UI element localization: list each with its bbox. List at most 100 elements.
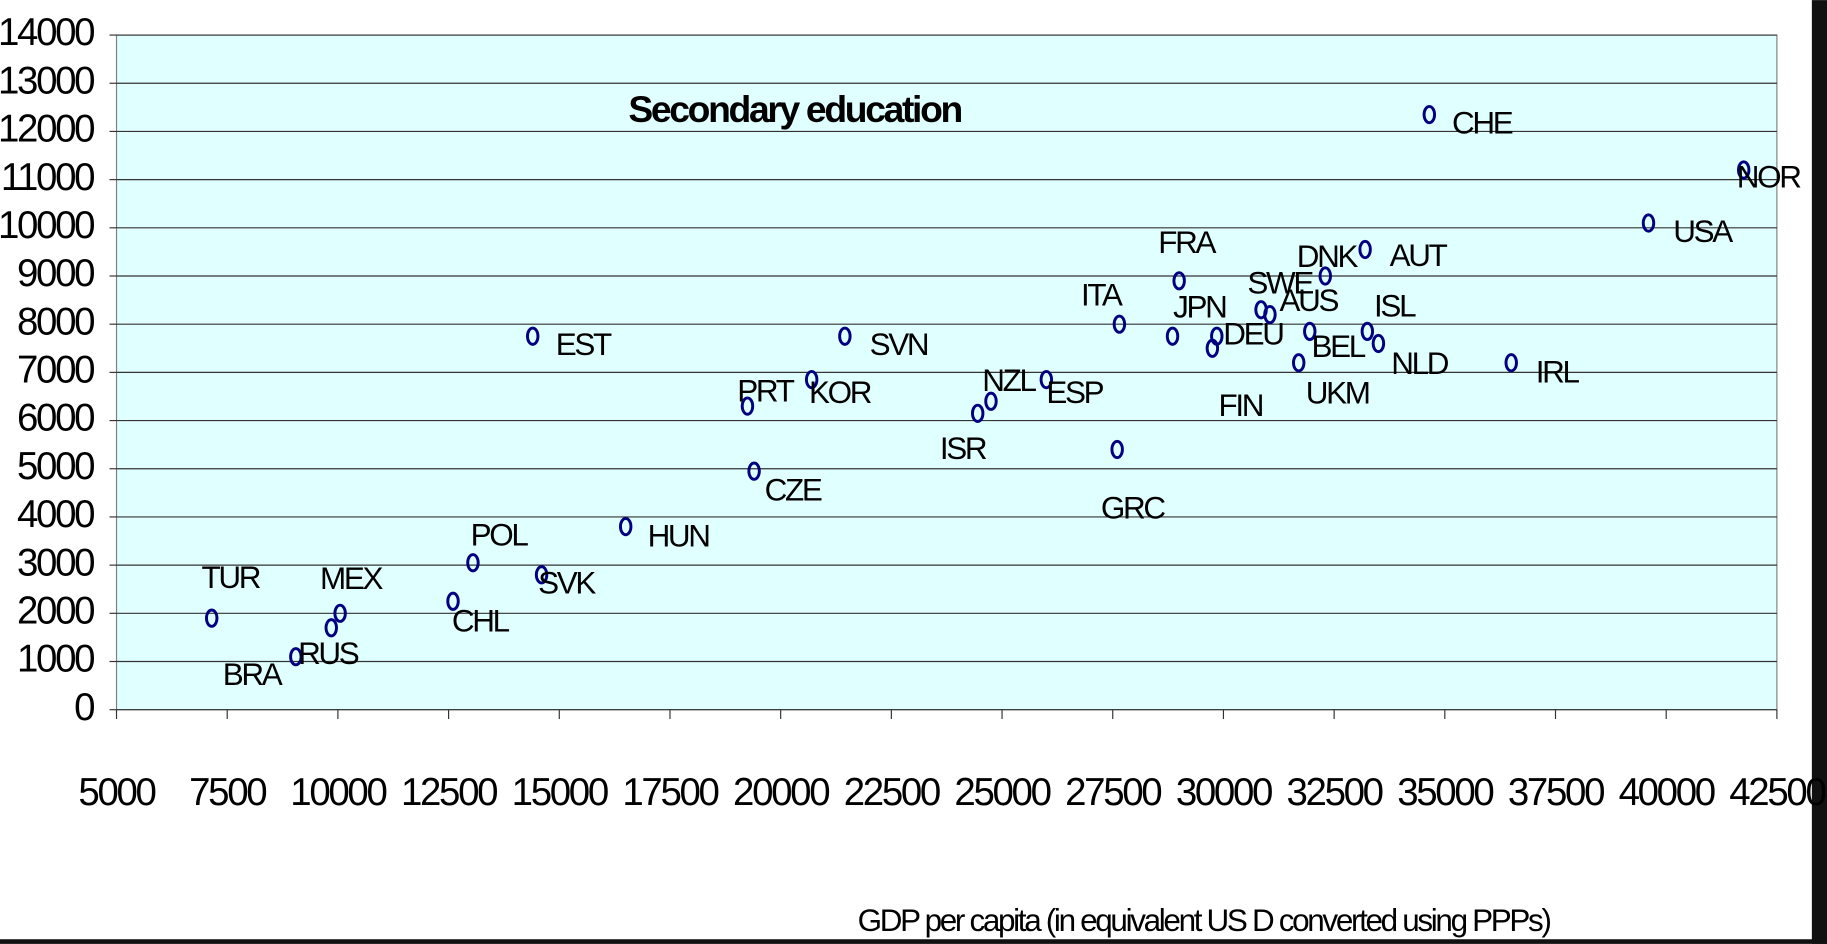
point-label: SWE	[1247, 266, 1313, 301]
point-label: HUN	[648, 519, 710, 554]
point	[1112, 314, 1127, 334]
x-tick-label: 7500	[189, 771, 266, 814]
point-label: BRA	[223, 657, 283, 692]
point-label: NLD	[1391, 346, 1449, 381]
point-label: NZL	[982, 363, 1036, 398]
edge	[0, 939, 1827, 944]
x-tick-label: 25000	[954, 771, 1050, 814]
x-tick-label: 12500	[401, 771, 497, 814]
point-label: FIN	[1219, 388, 1263, 423]
y-tick-label: 2000	[17, 589, 94, 632]
y-tick-label: 13000	[0, 59, 94, 102]
point-label: SVN	[870, 327, 928, 362]
chart-title: Secondary education	[628, 88, 961, 130]
point-label: ISR	[940, 431, 987, 466]
point	[466, 553, 480, 573]
point-label: IRL	[1536, 355, 1580, 390]
point	[1504, 353, 1518, 373]
point-label: ISL	[1374, 288, 1416, 323]
point	[1318, 266, 1332, 286]
point-label: AUT	[1390, 238, 1448, 273]
point-label: RUS	[298, 636, 359, 671]
point	[1303, 321, 1317, 342]
point-label: USA	[1673, 214, 1733, 249]
point-label: MEX	[320, 561, 383, 596]
x-tick-label: 30000	[1176, 771, 1272, 814]
point	[747, 461, 761, 481]
y-tick-label: 14000	[0, 11, 94, 54]
point	[740, 396, 755, 416]
y-tick-label: 0	[74, 686, 94, 729]
point-label: UKM	[1306, 376, 1369, 411]
point	[984, 391, 998, 411]
point	[1172, 271, 1186, 291]
x-tick-label: 35000	[1397, 771, 1493, 814]
point-label: CHL	[452, 604, 510, 639]
point-label: NOR	[1737, 160, 1801, 195]
point	[446, 591, 460, 611]
x-tick-label: 37500	[1508, 771, 1604, 814]
x-tick-label: 42500	[1729, 771, 1825, 814]
y-tick-label: 1000	[17, 638, 94, 681]
x-tick-label: 40000	[1619, 771, 1715, 814]
point	[1360, 321, 1375, 342]
point-label: PRT	[737, 374, 794, 409]
y-tick-label: 12000	[0, 108, 94, 151]
point	[205, 608, 219, 628]
point	[333, 603, 347, 623]
point-label: FRA	[1158, 225, 1216, 260]
point-label: POL	[471, 517, 529, 552]
x-tick-label: 10000	[290, 771, 386, 814]
x-tick-label: 5000	[78, 771, 155, 814]
point-label: ESP	[1046, 375, 1103, 410]
point-label: SVK	[538, 566, 596, 601]
y-tick-label: 5000	[17, 445, 94, 488]
point-label: CHE	[1452, 105, 1513, 140]
point	[1165, 326, 1180, 346]
x-tick-label: 22500	[844, 771, 940, 814]
point-label: DNK	[1297, 239, 1359, 274]
point-label: AUS	[1280, 283, 1339, 318]
point	[1292, 353, 1306, 373]
point	[289, 647, 303, 667]
point-label: DEU	[1223, 317, 1283, 352]
x-axis-label: GDP per capita (in equivalent US D conve…	[858, 903, 1551, 938]
y-tick-label: 9000	[17, 252, 94, 295]
point-label: ITA	[1081, 278, 1123, 313]
point	[534, 565, 549, 585]
point-label: JPN	[1173, 290, 1226, 325]
point	[1422, 104, 1437, 125]
x-tick-label: 27500	[1065, 771, 1161, 814]
y-tick-label: 11000	[1, 156, 94, 199]
x-tick-label: 20000	[733, 771, 829, 814]
point	[1641, 213, 1656, 233]
x-tick-label: 32500	[1287, 771, 1383, 814]
point-label: GRC	[1101, 490, 1165, 525]
point-label: TUR	[202, 560, 261, 595]
point-label: EST	[556, 327, 612, 362]
point	[1736, 160, 1751, 180]
point	[526, 326, 540, 346]
point	[1110, 439, 1124, 460]
point	[838, 326, 852, 346]
point	[804, 369, 819, 390]
x-tick-label: 17500	[622, 771, 718, 814]
point-label: KOR	[809, 375, 872, 410]
point	[971, 403, 985, 423]
point-label: BEL	[1312, 329, 1366, 364]
point	[619, 516, 633, 537]
x-tick-label: 15000	[512, 771, 608, 814]
y-tick-label: 6000	[17, 397, 94, 440]
y-tick-label: 3000	[17, 541, 94, 584]
point	[1358, 239, 1372, 260]
y-tick-label: 8000	[17, 300, 94, 343]
point	[324, 618, 338, 638]
point	[1039, 369, 1054, 390]
point	[1371, 333, 1386, 354]
y-tick-label: 7000	[17, 349, 94, 392]
point-label: CZE	[765, 472, 822, 507]
edge	[1811, 0, 1827, 944]
y-tick-label: 10000	[0, 204, 94, 247]
y-tick-label: 4000	[17, 493, 94, 536]
